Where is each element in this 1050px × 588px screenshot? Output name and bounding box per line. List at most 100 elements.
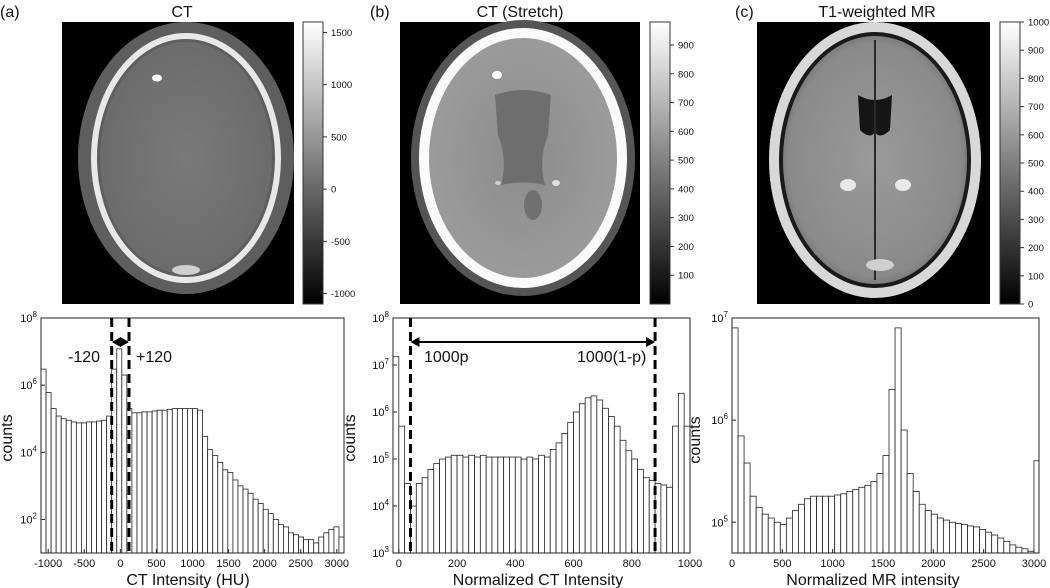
- histogram-bar: [876, 473, 884, 554]
- histogram-bar: [666, 486, 673, 554]
- y-tick-label: 105: [372, 451, 389, 466]
- histogram-bar: [596, 399, 604, 554]
- histogram-bar: [171, 408, 178, 554]
- histogram-bar: [906, 473, 914, 554]
- histogram-bar: [197, 409, 204, 554]
- colorbar-tick-label: 100: [1028, 271, 1044, 282]
- histogram-bar: [773, 521, 781, 554]
- histogram-bar: [1003, 540, 1011, 554]
- x-tick-label: 2500: [971, 558, 995, 570]
- histogram-bar: [625, 450, 633, 554]
- histogram-bar: [846, 491, 854, 554]
- x-tick-label: 500: [773, 558, 791, 570]
- histogram-bar: [433, 463, 440, 554]
- histogram-bar: [131, 412, 138, 554]
- histogram-bar: [888, 388, 896, 554]
- histogram-bar: [392, 356, 400, 554]
- histogram-bar: [532, 458, 539, 554]
- histogram-bar: [86, 421, 92, 554]
- x-tick-label: 600: [564, 558, 582, 570]
- histogram-bar: [427, 469, 435, 554]
- histogram-bar: [967, 525, 974, 554]
- histogram-bar: [514, 456, 522, 554]
- histogram-bar: [50, 408, 57, 554]
- colorbar-tick-label: -1000: [331, 289, 355, 300]
- histogram-bar: [894, 327, 902, 554]
- histogram-bar: [156, 409, 163, 554]
- histogram-bar: [272, 519, 279, 554]
- histogram-bar: [677, 392, 685, 554]
- colorbar-tick-label: 500: [678, 156, 694, 167]
- y-tick-label: 104: [20, 444, 37, 459]
- histogram-bar: [313, 542, 320, 554]
- colorbar-tick-label: -500: [331, 237, 350, 248]
- ct-stretch-image: [400, 20, 640, 304]
- histogram-mr-ylabel: counts: [687, 416, 704, 463]
- histogram-bar: [202, 435, 209, 554]
- histogram-bar: [602, 407, 609, 554]
- histogram-bar: [561, 433, 569, 554]
- colorbar-tick-label: 400: [1028, 187, 1044, 198]
- histogram-bar: [544, 456, 551, 554]
- colorbar-tick-label: 400: [678, 184, 694, 195]
- histogram-bar: [91, 421, 97, 554]
- histogram-bar: [485, 456, 493, 554]
- panel-a-letter: (a): [0, 4, 20, 21]
- histogram-bar: [40, 368, 47, 554]
- colorbar-tick-label: 1000: [331, 80, 352, 91]
- colorbar-tick-label: 600: [678, 127, 694, 138]
- histogram-bar: [398, 425, 406, 554]
- histogram-bar: [121, 374, 128, 554]
- x-tick-label: 1500: [871, 558, 895, 570]
- histogram-bar: [192, 408, 198, 554]
- histogram-bar: [520, 458, 528, 554]
- y-tick-label: 104: [372, 498, 389, 513]
- histogram-bar: [637, 469, 644, 554]
- y-tick-label: 106: [372, 404, 389, 419]
- x-tick-label: 1000: [820, 558, 844, 570]
- histogram-bar: [456, 454, 464, 554]
- histogram-bar: [262, 508, 269, 554]
- histogram-bar: [323, 532, 330, 554]
- histogram-bar: [288, 532, 294, 554]
- histogram-bar: [303, 539, 310, 554]
- histogram-mr: 0 500 1000 1500 2000 2500 3000 105 106 107 counts…: [687, 310, 1046, 588]
- x-tick-label: 1500: [216, 558, 240, 570]
- colorbar-tick-label: 700: [1028, 102, 1044, 113]
- histogram-bar: [816, 495, 823, 554]
- histogram-bar: [247, 492, 254, 554]
- histogram-bar: [924, 510, 932, 554]
- histogram-bar: [743, 462, 751, 554]
- histogram-bar: [936, 517, 944, 554]
- histogram-bar: [761, 513, 769, 554]
- histogram-ct-stretch-ylabel: counts: [342, 414, 359, 461]
- histogram-bar: [212, 455, 219, 554]
- colorbar-tick-label: 300: [1028, 215, 1044, 226]
- histogram-bar: [660, 484, 668, 554]
- histogram-bar: [672, 425, 679, 554]
- colorbar-tick-label: 300: [678, 213, 694, 224]
- histogram-bar: [146, 411, 153, 554]
- histogram-bar: [207, 449, 214, 554]
- y-tick-label: 102: [20, 511, 37, 526]
- histogram-bar: [538, 454, 545, 554]
- histogram-bar: [1033, 460, 1040, 554]
- histogram-bar: [176, 408, 183, 554]
- histogram-bar: [631, 458, 638, 554]
- x-tick-label: 3000: [325, 558, 349, 570]
- histogram-ct-stretch-xlabel: Normalized CT Intensity: [453, 572, 623, 588]
- histogram-bar: [181, 408, 188, 554]
- histogram-bar: [450, 454, 458, 554]
- histogram-bar: [578, 403, 586, 554]
- histogram-bar: [252, 498, 259, 554]
- panel-c-title: T1-weighted MR: [818, 4, 935, 21]
- histogram-bar: [731, 327, 739, 554]
- colorbar-tick-label: 900: [678, 41, 694, 52]
- x-tick-label: 2500: [288, 558, 312, 570]
- histogram-bar: [985, 531, 993, 554]
- x-tick-label: 1000: [180, 558, 204, 570]
- histogram-bar: [161, 409, 168, 554]
- histogram-mr-xlabel: Normalized MR intensity: [786, 572, 959, 588]
- histogram-bar: [70, 421, 77, 554]
